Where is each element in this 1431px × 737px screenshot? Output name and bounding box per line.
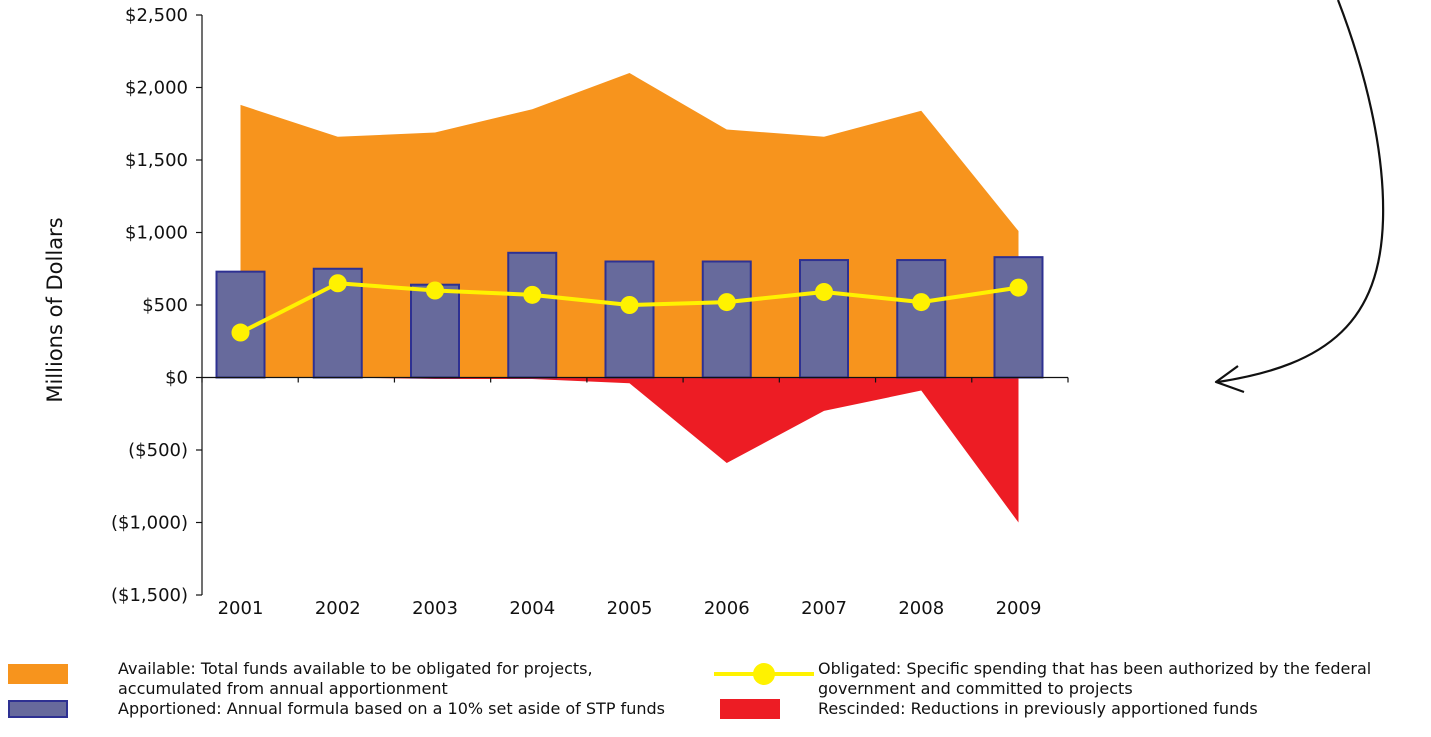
y-tick-label: $1,000 <box>125 223 188 244</box>
axes <box>196 14 1069 596</box>
y-tick-label: $500 <box>142 295 188 316</box>
x-tick-label: 2001 <box>218 598 264 619</box>
point-obligated-2003 <box>426 281 444 300</box>
y-tick-label: $2,000 <box>125 78 188 99</box>
legend-swatch-rescinded <box>720 699 780 719</box>
legend-label-available: Available: Total funds available to be o… <box>118 659 593 698</box>
arrow-curve <box>1217 0 1385 384</box>
legend-swatch-available <box>8 664 68 684</box>
bar-layer <box>215 251 1044 379</box>
bar-apportioned-2006 <box>701 260 752 379</box>
y-tick-labels: $2,500 $2,000 $1,500 $1,000 $500 $0 ($500) ($1,… <box>111 5 188 606</box>
bar-apportioned-2002 <box>312 267 363 379</box>
y-tick-label: $0 <box>165 368 188 389</box>
bar-apportioned-2004 <box>507 251 558 379</box>
legend-label-obligated: Obligated: Specific spending that has be… <box>818 659 1372 698</box>
x-tick-label: 2004 <box>509 598 555 619</box>
legend-label-apportioned: Apportioned: Annual formula based on a 1… <box>118 699 665 718</box>
y-axis-title: Millions of Dollars <box>43 217 67 402</box>
bar-apportioned-2009 <box>993 256 1044 379</box>
x-tick-label: 2002 <box>315 598 361 619</box>
legend-swatch-apportioned <box>8 700 68 718</box>
legend-swatch-obligated <box>714 663 814 685</box>
bar-apportioned-2008 <box>896 259 947 379</box>
area-rescinded <box>240 377 1019 523</box>
x-tick-labels: 2001 2002 2003 2004 2005 2006 2007 2008 2009 <box>218 598 1042 619</box>
y-tick-label: $1,500 <box>125 150 188 171</box>
point-obligated-2001 <box>231 323 250 342</box>
y-tick-label: $2,500 <box>125 5 188 26</box>
x-tick-label: 2003 <box>412 598 458 619</box>
x-tick-label: 2007 <box>801 598 847 619</box>
arrow-head <box>1214 365 1245 394</box>
y-tick-label: ($1,500) <box>111 585 188 606</box>
point-obligated-2005 <box>620 296 639 314</box>
bar-apportioned-2003 <box>410 283 460 379</box>
bar-apportioned-2007 <box>799 259 849 379</box>
x-tick-label: 2009 <box>996 598 1042 619</box>
y-tick-label: ($1,000) <box>111 513 188 534</box>
point-obligated-2009 <box>1009 278 1028 297</box>
y-tick-label: ($500) <box>128 440 188 461</box>
point-obligated-2006 <box>717 293 736 312</box>
x-tick-label: 2008 <box>898 598 944 619</box>
x-tick-label: 2005 <box>607 598 653 619</box>
legend-label-rescinded: Rescinded: Reductions in previously appo… <box>818 699 1258 718</box>
x-tick-label: 2006 <box>704 598 750 619</box>
point-obligated-2002 <box>328 274 347 293</box>
point-obligated-2004 <box>523 285 542 304</box>
point-obligated-2007 <box>815 282 833 301</box>
bar-apportioned-2005 <box>604 260 655 379</box>
line-layer <box>231 274 1028 342</box>
point-obligated-2008 <box>912 293 931 312</box>
